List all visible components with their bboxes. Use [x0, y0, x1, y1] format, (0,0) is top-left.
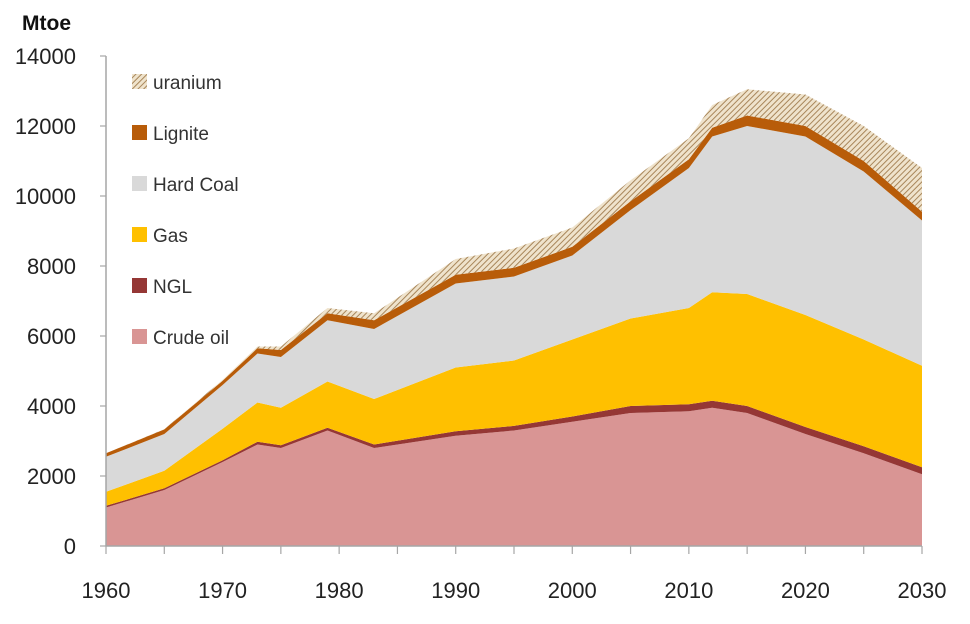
x-tick-label: 2010	[664, 578, 713, 603]
axes-group: 0 2000 4000 6000 8000 10000 12000 14000 1960 1970…	[15, 44, 947, 603]
area-lignite	[106, 115, 922, 457]
legend-label-uranium: uranium	[153, 73, 222, 94]
y-tick-label: 0	[64, 534, 76, 559]
y-tick-label: 14000	[15, 44, 76, 69]
areas-group	[106, 89, 922, 546]
y-tick-label: 6000	[27, 324, 76, 349]
area-crude-oil	[106, 407, 922, 546]
area-uranium	[106, 89, 922, 454]
legend-label-ngl: NGL	[153, 277, 192, 298]
y-tick-label: 2000	[27, 464, 76, 489]
y-tick-label: 8000	[27, 254, 76, 279]
x-tick-label: 1980	[315, 578, 364, 603]
legend-swatch-uranium	[132, 74, 147, 89]
legend-label-gas: Gas	[153, 226, 188, 247]
y-tick-label: 4000	[27, 394, 76, 419]
x-tick-label: 1990	[431, 578, 480, 603]
legend-swatch-gas	[132, 227, 147, 242]
x-tick-label: 1960	[82, 578, 131, 603]
x-tick-label: 1970	[198, 578, 247, 603]
legend-swatch-ngl	[132, 278, 147, 293]
y-tick-label: 12000	[15, 114, 76, 139]
y-axis-title: Mtoe	[22, 12, 71, 35]
x-tick-label: 2020	[781, 578, 830, 603]
legend-label-hard-coal: Hard Coal	[153, 175, 239, 196]
legend-label-lignite: Lignite	[153, 124, 209, 145]
legend-swatch-crude-oil	[132, 329, 147, 344]
y-tick-label: 10000	[15, 184, 76, 209]
legend-swatch-lignite	[132, 125, 147, 140]
legend-swatch-hard-coal	[132, 176, 147, 191]
area-gas	[106, 292, 922, 506]
legend-label-crude-oil: Crude oil	[153, 328, 229, 349]
legend: uranium Lignite Hard Coal Gas NGL Crude oil	[132, 73, 239, 349]
x-tick-label: 2000	[548, 578, 597, 603]
area-hard-coal	[106, 126, 922, 492]
x-tick-label: 2030	[898, 578, 947, 603]
